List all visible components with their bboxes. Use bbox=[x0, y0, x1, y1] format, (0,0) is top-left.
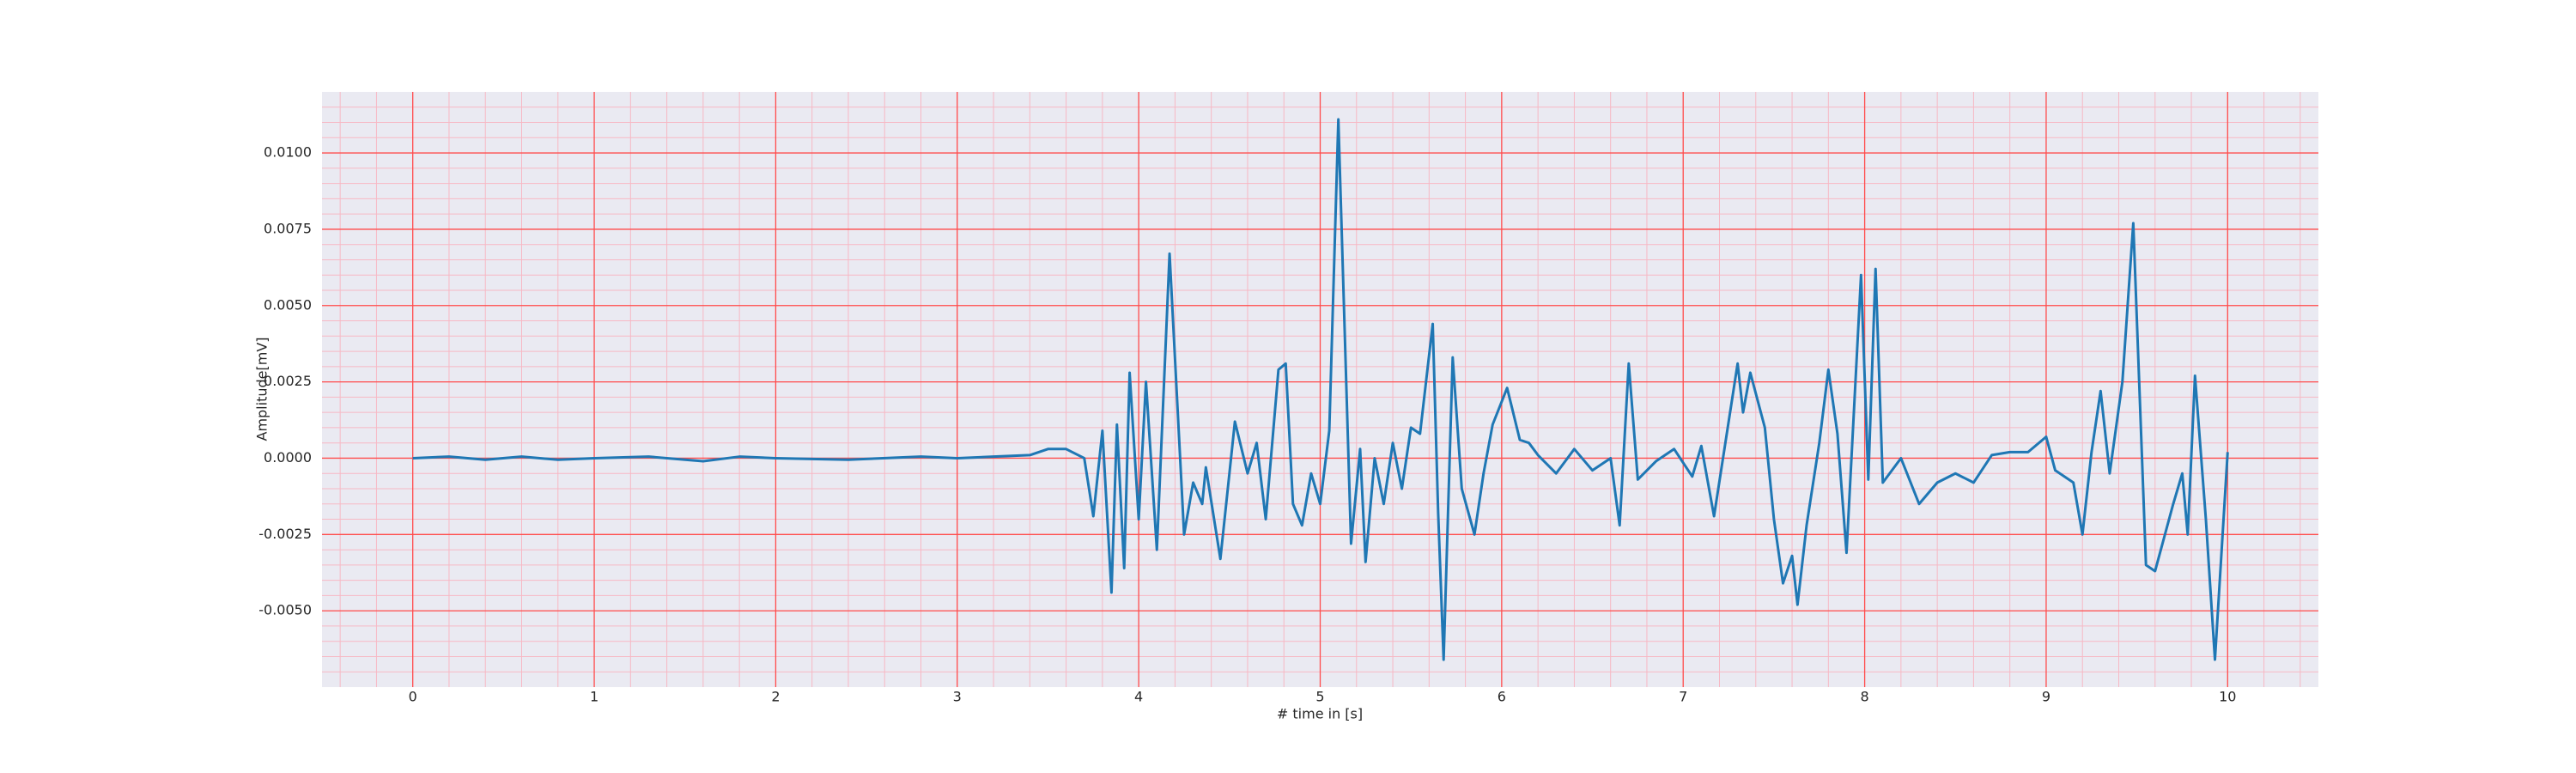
x-tick-label: 6 bbox=[1498, 689, 1506, 705]
y-tick-label: -0.0025 bbox=[258, 526, 312, 542]
y-tick-label: 0.0000 bbox=[264, 449, 312, 466]
x-tick-label: 7 bbox=[1679, 689, 1687, 705]
x-tick-label: 8 bbox=[1860, 689, 1868, 705]
x-tick-label: 9 bbox=[2042, 689, 2050, 705]
y-axis-label: Amplitude[mV] bbox=[254, 337, 270, 441]
y-tick-label: -0.0050 bbox=[258, 602, 312, 618]
x-tick-label: 1 bbox=[590, 689, 598, 705]
x-tick-label: 4 bbox=[1134, 689, 1143, 705]
y-tick-label: 0.0025 bbox=[264, 373, 312, 389]
x-tick-label: 0 bbox=[409, 689, 417, 705]
y-tick-label: 0.0100 bbox=[264, 144, 312, 161]
x-tick-label: 2 bbox=[771, 689, 780, 705]
x-axis-label: # time in [s] bbox=[1277, 706, 1363, 722]
x-tick-label: 5 bbox=[1315, 689, 1324, 705]
x-tick-label: 3 bbox=[953, 689, 962, 705]
x-tick-label: 10 bbox=[2219, 689, 2236, 705]
y-tick-label: 0.0050 bbox=[264, 296, 312, 313]
data-line bbox=[412, 118, 2229, 661]
y-tick-label: 0.0075 bbox=[264, 220, 312, 236]
